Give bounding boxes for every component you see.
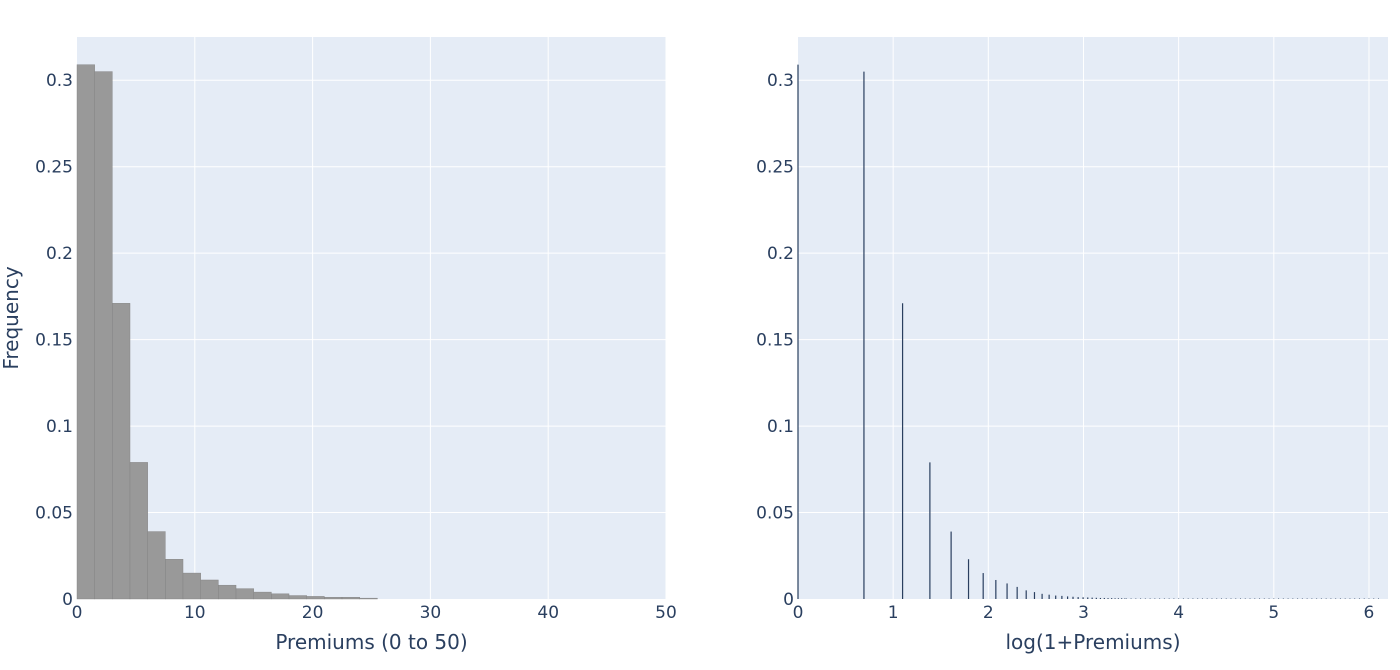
y-tick-label: 0.3 (767, 71, 794, 91)
bars-left (76, 64, 378, 600)
right-subplot: 0 0.05 0.1 0.15 0.2 0.25 0.3 0 1 2 3 4 5 6 log(1+Pre… (756, 37, 1388, 654)
histogram-bar (147, 531, 166, 600)
x-tick-label: 5 (1268, 603, 1279, 623)
histogram-bar (341, 597, 360, 600)
x-tick-labels-left: 0 10 20 30 40 50 (72, 603, 677, 623)
histogram-bar (324, 597, 343, 600)
x-tick-label: 1 (888, 603, 899, 623)
x-tick-label: 0 (793, 603, 804, 623)
histogram-bar (359, 597, 378, 600)
y-tick-labels-right: 0 0.05 0.1 0.15 0.2 0.25 0.3 (756, 71, 794, 610)
y-tick-label: 0 (62, 590, 73, 610)
x-tick-label: 2 (983, 603, 994, 623)
x-axis-label-right: log(1+Premiums) (1006, 630, 1181, 654)
x-tick-label: 50 (655, 603, 677, 623)
histogram-bar (182, 572, 201, 600)
x-tick-label: 0 (72, 603, 83, 623)
histogram-bar (271, 593, 290, 600)
histogram-bar (306, 596, 325, 600)
histogram-bar (200, 579, 219, 600)
y-tick-label: 0.2 (767, 244, 794, 264)
histogram-bar (112, 303, 131, 600)
x-tick-label: 3 (1078, 603, 1089, 623)
bars-right (797, 64, 1379, 599)
plot-background-right (798, 37, 1388, 599)
x-tick-label: 20 (302, 603, 324, 623)
x-axis-label-left: Premiums (0 to 50) (275, 630, 467, 654)
x-tick-label: 40 (537, 603, 559, 623)
y-tick-label: 0.3 (46, 71, 73, 91)
x-tick-label: 30 (420, 603, 442, 623)
histogram-bar (288, 595, 307, 600)
y-tick-label: 0.1 (767, 417, 794, 437)
gridlines-left (77, 37, 667, 599)
gridlines-right (798, 37, 1388, 599)
x-tick-label: 10 (184, 603, 206, 623)
y-tick-label: 0.15 (756, 331, 794, 351)
y-tick-label: 0.05 (756, 504, 794, 524)
histogram-bar (129, 462, 148, 600)
y-tick-label: 0.25 (35, 158, 73, 178)
y-tick-label: 0.05 (35, 504, 73, 524)
left-subplot: 0 0.05 0.1 0.15 0.2 0.25 0.3 0 10 20 30 40 50 Premi… (0, 37, 677, 654)
plot-background-left (77, 37, 666, 599)
x-tick-labels-right: 0 1 2 3 4 5 6 (793, 603, 1375, 623)
y-tick-label: 0.25 (756, 158, 794, 178)
histogram-bar (235, 588, 254, 600)
x-tick-label: 6 (1364, 603, 1375, 623)
y-tick-label: 0.2 (46, 244, 73, 264)
y-tick-label: 0.1 (46, 417, 73, 437)
histogram-bar (218, 584, 237, 600)
x-tick-label: 4 (1173, 603, 1184, 623)
histogram-bar (253, 591, 272, 600)
y-tick-label: 0.15 (35, 331, 73, 351)
histogram-bar (76, 64, 95, 600)
y-tick-labels-left: 0 0.05 0.1 0.15 0.2 0.25 0.3 (35, 71, 73, 610)
histogram-bar (165, 559, 184, 600)
y-tick-label: 0 (783, 590, 794, 610)
y-axis-label: Frequency (0, 266, 23, 369)
histogram-bar (94, 71, 113, 600)
